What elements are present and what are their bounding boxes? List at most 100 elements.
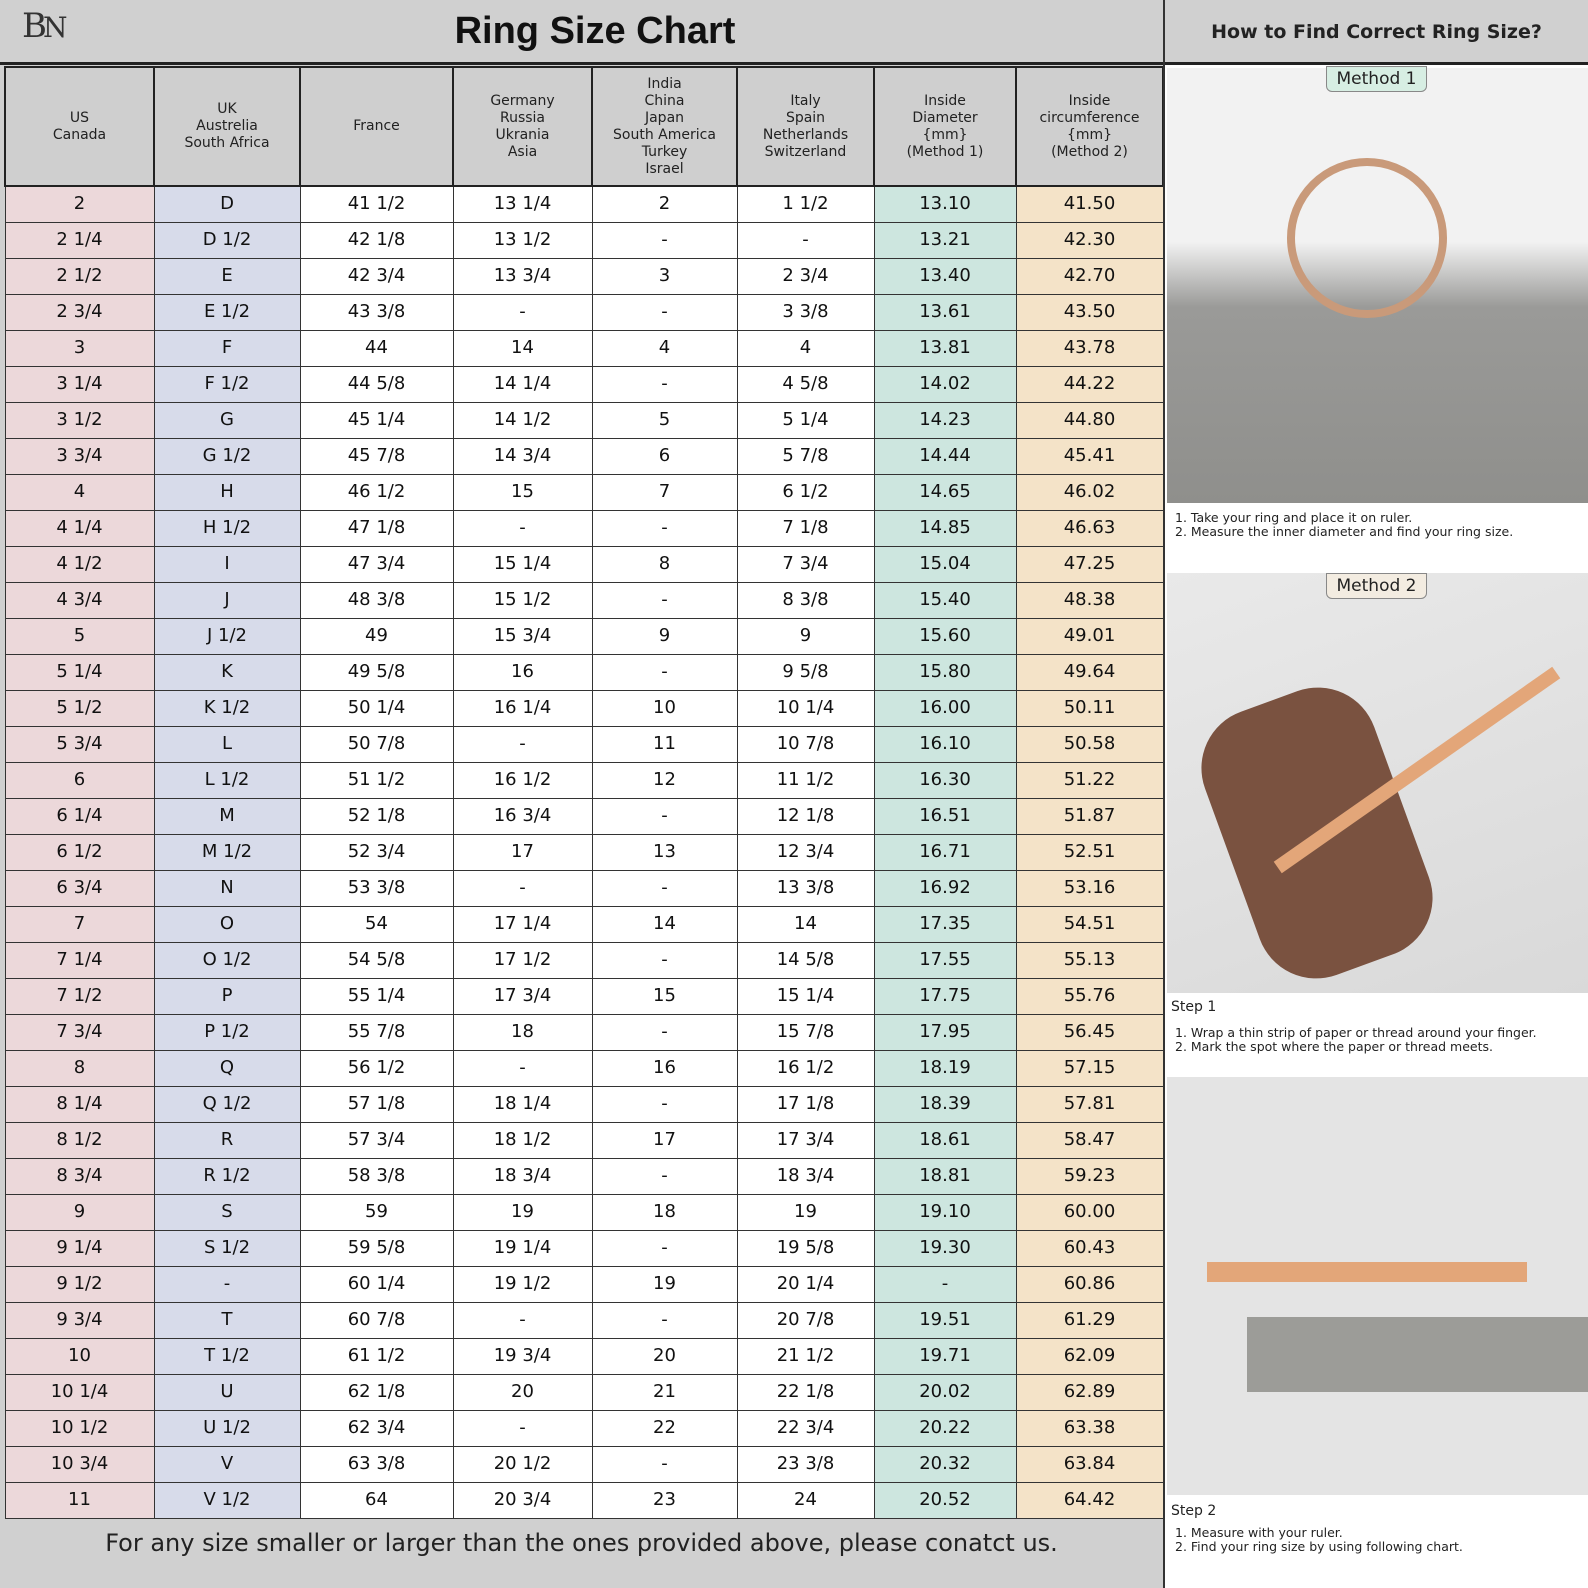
table-cell: 19 [452, 1193, 593, 1231]
table-cell: - [591, 221, 738, 259]
table-cell: 16.00 [873, 689, 1017, 727]
table-cell: 64 [299, 1481, 454, 1519]
table-cell: 41.50 [1015, 185, 1164, 223]
table-cell: 50.11 [1015, 689, 1164, 727]
table-cell: 52 3/4 [299, 833, 454, 871]
table-cell: 17.95 [873, 1013, 1017, 1051]
table-cell: 50.58 [1015, 725, 1164, 763]
table-cell: 56.45 [1015, 1013, 1164, 1051]
table-cell: 61 1/2 [299, 1337, 454, 1375]
table-cell: 4 3/4 [4, 581, 155, 619]
table-cell: 63.38 [1015, 1409, 1164, 1447]
table-cell: N [153, 869, 301, 907]
table-cell: T [153, 1301, 301, 1339]
table-cell: 9 [4, 1193, 155, 1231]
table-row: 4 H 46 1/2 15 7 6 1/2 14.65 46.02 [4, 473, 1164, 511]
table-cell: 51.22 [1015, 761, 1164, 799]
table-cell: 22 1/8 [736, 1373, 875, 1411]
table-cell: - [591, 1085, 738, 1123]
table-cell: 3 [4, 329, 155, 367]
table-row: 2 D 41 1/2 13 1/4 2 1 1/2 13.10 41.50 [4, 185, 1164, 223]
table-cell: 14.65 [873, 473, 1017, 511]
footer-note: For any size smaller or larger than the … [105, 1528, 1058, 1557]
table-cell: 16.10 [873, 725, 1017, 763]
table-cell: 16 3/4 [452, 797, 593, 835]
table-cell: - [591, 1445, 738, 1483]
table-cell: 43.50 [1015, 293, 1164, 331]
table-cell: 14 5/8 [736, 941, 875, 979]
table-cell: O 1/2 [153, 941, 301, 979]
table-cell: - [591, 1229, 738, 1267]
table-cell: 6 [591, 437, 738, 475]
table-cell: 17 3/4 [736, 1121, 875, 1159]
table-cell: 4 [736, 329, 875, 367]
table-cell: 14 3/4 [452, 437, 593, 475]
table-cell: 9 3/4 [4, 1301, 155, 1339]
table-cell: - [591, 869, 738, 907]
measure-strip-photo [1167, 1077, 1588, 1495]
table-row: 9 1/2-60 1/4 19 1/2 19 20 1/4-60.86 [4, 1265, 1164, 1303]
table-cell: 55.76 [1015, 977, 1164, 1015]
table-cell: 8 [4, 1049, 155, 1087]
table-cell: 2 [591, 185, 738, 223]
table-cell: 9 1/4 [4, 1229, 155, 1267]
table-cell: 50 1/4 [299, 689, 454, 727]
table-cell: 12 [591, 761, 738, 799]
table-cell: 42 1/8 [299, 221, 454, 259]
table-cell: 61.29 [1015, 1301, 1164, 1339]
step-2-instructions: 1. Measure with your ruler. 2. Find your… [1175, 1525, 1463, 1554]
table-cell: H [153, 473, 301, 511]
table-cell: - [591, 797, 738, 835]
table-cell: 58.47 [1015, 1121, 1164, 1159]
table-cell: 18.81 [873, 1157, 1017, 1195]
table-cell: 8 1/2 [4, 1121, 155, 1159]
table-cell: 11 [591, 725, 738, 763]
table-cell: 47.25 [1015, 545, 1164, 583]
table-cell: - [591, 653, 738, 691]
table-cell: 8 [591, 545, 738, 583]
table-cell: - [452, 1409, 593, 1447]
table-cell: 12 3/4 [736, 833, 875, 871]
table-cell: 16 1/4 [452, 689, 593, 727]
table-cell: 13 1/2 [452, 221, 593, 259]
table-cell: 4 5/8 [736, 365, 875, 403]
table-cell: 18.61 [873, 1121, 1017, 1159]
table-cell: 18 3/4 [452, 1157, 593, 1195]
table-cell: 53.16 [1015, 869, 1164, 907]
table-cell: 19.71 [873, 1337, 1017, 1375]
table-cell: 57 1/8 [299, 1085, 454, 1123]
table-cell: 20.52 [873, 1481, 1017, 1519]
table-cell: 53 3/8 [299, 869, 454, 907]
column-header: Inside Diameter {mm} (Method 1) [873, 66, 1017, 187]
table-row: 6 3/4 N 53 3/8- -13 3/8 16.92 53.16 [4, 869, 1164, 907]
table-cell: - [452, 1301, 593, 1339]
table-cell: E [153, 257, 301, 295]
table-cell: 48 3/8 [299, 581, 454, 619]
table-cell: 45 7/8 [299, 437, 454, 475]
table-cell: 7 1/4 [4, 941, 155, 979]
table-cell: 11 [4, 1481, 155, 1519]
table-cell: 60 1/4 [299, 1265, 454, 1303]
table-cell: 10 1/4 [4, 1373, 155, 1411]
table-cell: 52.51 [1015, 833, 1164, 871]
table-cell: 3 1/2 [4, 401, 155, 439]
table-cell: 20.22 [873, 1409, 1017, 1447]
table-cell: H 1/2 [153, 509, 301, 547]
table-cell: 18 1/4 [452, 1085, 593, 1123]
table-cell: 16 [591, 1049, 738, 1087]
table-cell: 57.15 [1015, 1049, 1164, 1087]
guide-title: How to Find Correct Ring Size? [1165, 0, 1588, 65]
table-row: 2 1/2 E 42 3/4 13 3/4 3 2 3/4 13.40 42.70 [4, 257, 1164, 295]
table-cell: 51 1/2 [299, 761, 454, 799]
table-cell: 44.80 [1015, 401, 1164, 439]
table-cell: 44 5/8 [299, 365, 454, 403]
table-cell: 2 1/2 [4, 257, 155, 295]
table-row: 10 T 1/2 61 1/2 19 3/4 20 21 1/2 19.71 62.09 [4, 1337, 1164, 1375]
table-cell: 46 1/2 [299, 473, 454, 511]
table-cell: 14 1/4 [452, 365, 593, 403]
table-cell: 49.64 [1015, 653, 1164, 691]
table-cell: 55 1/4 [299, 977, 454, 1015]
page-title: Ring Size Chart [454, 10, 736, 52]
table-row: 7 O 54 17 1/4 14 14 17.35 54.51 [4, 905, 1164, 943]
